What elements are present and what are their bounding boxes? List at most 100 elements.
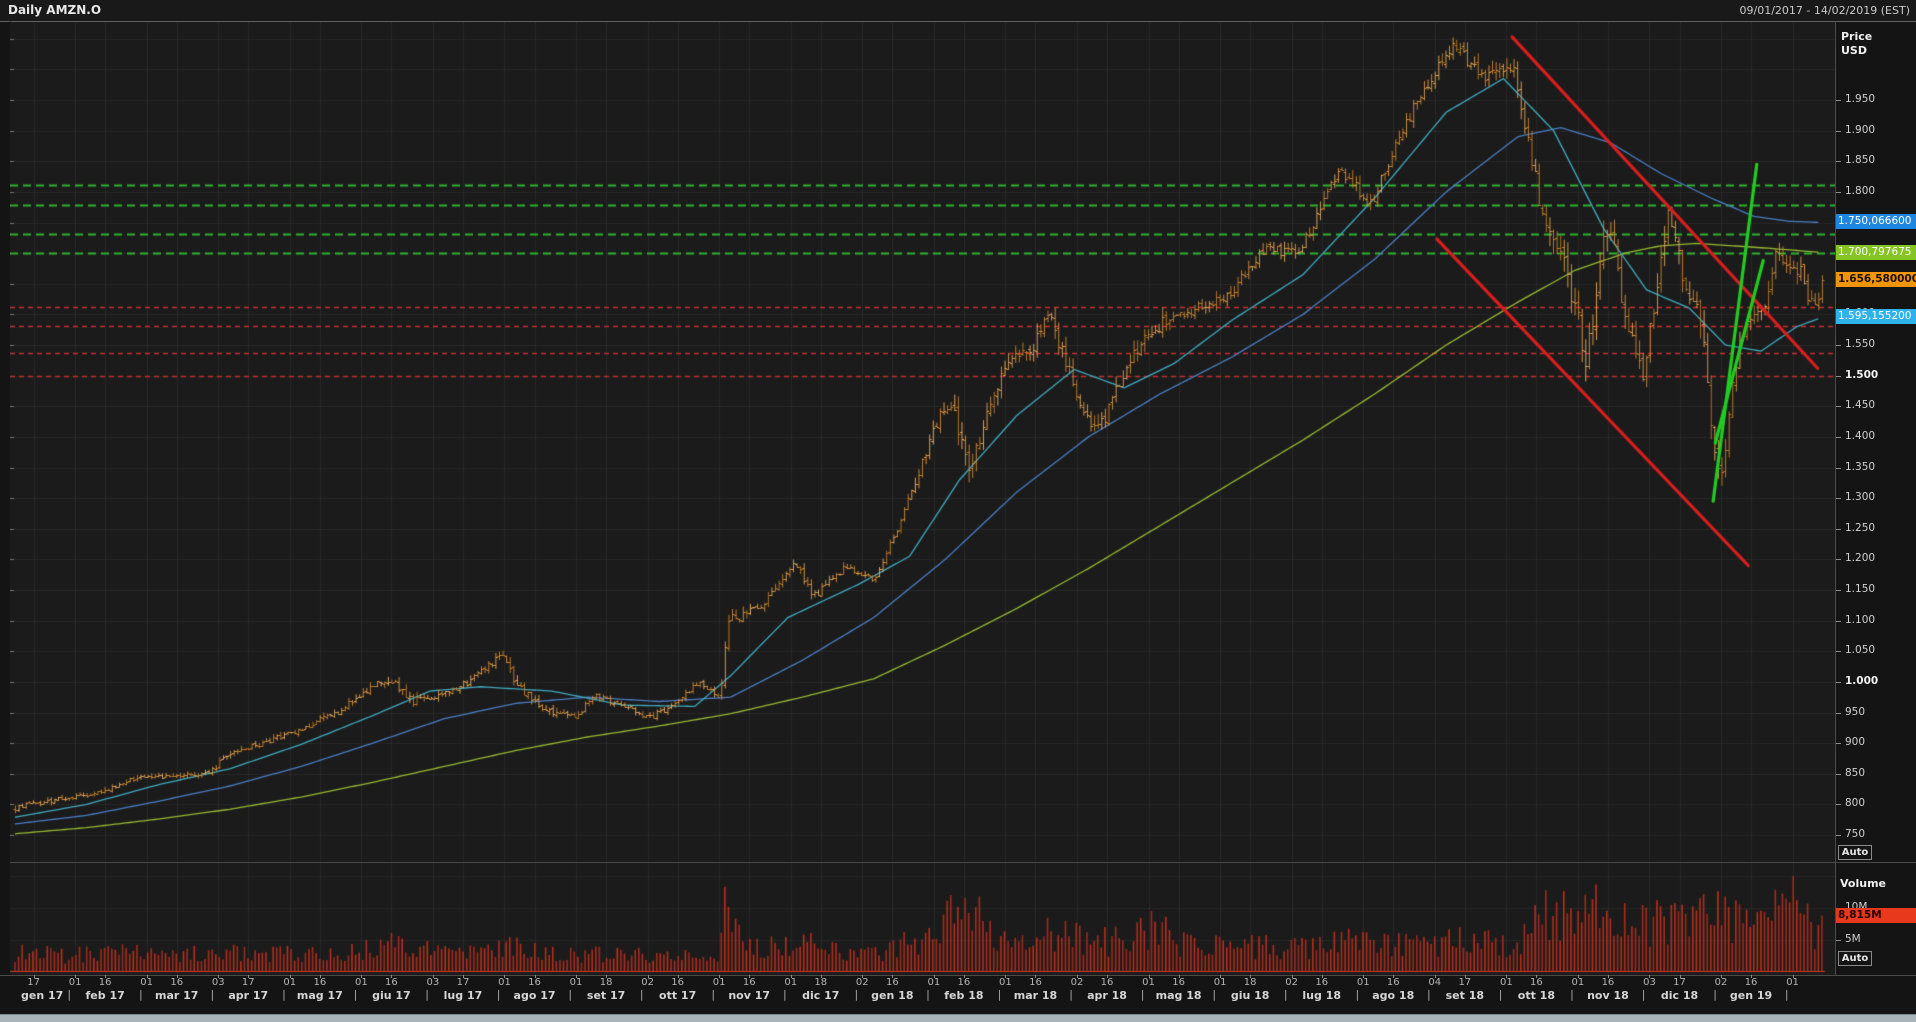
month-separator: | bbox=[1212, 988, 1217, 1001]
day-tick-mark bbox=[606, 975, 608, 978]
month-separator: | bbox=[711, 988, 716, 1001]
price-tick-label: 1.000 bbox=[1845, 674, 1879, 687]
date-range-label: 09/01/2017 - 14/02/2019 (EST) bbox=[1739, 4, 1911, 17]
month-separator: | bbox=[1355, 988, 1360, 1001]
day-tick-mark bbox=[391, 975, 393, 978]
price-tick-mark bbox=[1836, 773, 1841, 775]
day-tick-label: 16 bbox=[1386, 977, 1400, 988]
price-level-badge: 1.700,797675 bbox=[1836, 244, 1916, 260]
day-tick-mark bbox=[1321, 975, 1323, 978]
day-tick-label: 03 bbox=[1643, 977, 1656, 988]
month-separator: | bbox=[138, 988, 143, 1001]
price-tick-label: 800 bbox=[1845, 797, 1866, 810]
day-tick-mark bbox=[1607, 975, 1609, 978]
price-tick-mark bbox=[1836, 406, 1841, 408]
day-tick-label: 16 bbox=[313, 977, 327, 988]
day-tick-mark bbox=[1464, 975, 1466, 978]
price-tick-label: 1.550 bbox=[1845, 338, 1876, 350]
price-tick-label: 1.300 bbox=[1845, 491, 1876, 504]
day-tick-mark bbox=[1679, 975, 1681, 978]
day-tick-mark bbox=[963, 975, 965, 978]
day-tick-mark bbox=[1178, 975, 1180, 978]
day-tick-mark bbox=[1220, 975, 1222, 978]
day-tick-mark bbox=[75, 975, 77, 978]
price-tick-label: 900 bbox=[1845, 736, 1866, 749]
price-level-badge: 1.595,155200 bbox=[1836, 309, 1916, 325]
day-tick-label: 04 bbox=[1428, 977, 1442, 988]
day-tick-label: 16 bbox=[1029, 977, 1042, 988]
price-tick-mark bbox=[1836, 712, 1841, 714]
price-tick-mark bbox=[1836, 467, 1841, 469]
month-label: gen 18 bbox=[871, 989, 914, 1002]
day-tick-mark bbox=[1393, 975, 1395, 978]
price-tick-label: 1.450 bbox=[1845, 399, 1876, 412]
volume-autoscale-button[interactable]: Auto bbox=[1838, 951, 1872, 966]
day-tick-label: 16 bbox=[1744, 977, 1758, 988]
day-tick-mark bbox=[105, 975, 107, 978]
month-separator: | bbox=[282, 988, 286, 1001]
day-tick-label: 17 bbox=[1458, 977, 1472, 988]
day-tick-mark bbox=[218, 975, 220, 978]
month-label: set 17 bbox=[586, 989, 626, 1002]
volume-value-badge: 8,815M bbox=[1836, 907, 1916, 923]
price-tick-mark bbox=[1836, 498, 1841, 500]
price-tick-label: 1.850 bbox=[1845, 154, 1876, 167]
month-label: dic 17 bbox=[802, 989, 840, 1002]
bottom-axis-line bbox=[0, 975, 1916, 976]
day-tick-mark bbox=[319, 975, 321, 978]
month-label: nov 18 bbox=[1587, 989, 1629, 1002]
price-tick-mark bbox=[1836, 620, 1841, 622]
price-tick-label: 1.050 bbox=[1845, 644, 1876, 657]
day-tick-mark bbox=[33, 975, 35, 978]
price-level-badge: 1.656,580000 bbox=[1836, 271, 1916, 287]
day-tick-mark bbox=[1751, 975, 1753, 978]
month-label: ott 18 bbox=[1517, 989, 1555, 1002]
day-tick-mark bbox=[1035, 975, 1037, 978]
price-tick-label: 1.950 bbox=[1845, 93, 1876, 105]
day-tick-mark bbox=[892, 975, 894, 978]
horizontal-scrollbar[interactable] bbox=[0, 1014, 1916, 1022]
day-tick-label: 01 bbox=[1499, 977, 1513, 988]
day-tick-mark bbox=[1721, 975, 1722, 978]
day-tick-label: 17 bbox=[1673, 977, 1686, 988]
volume-section-label: Volume bbox=[1840, 877, 1886, 890]
price-axis-title-line1: Price bbox=[1841, 30, 1873, 43]
day-tick-label: 01 bbox=[999, 977, 1012, 988]
price-tick-label: 1.400 bbox=[1845, 429, 1876, 442]
month-label: mag 17 bbox=[296, 989, 343, 1002]
day-tick-label: 16 bbox=[385, 977, 398, 988]
price-volume-chart-canvas[interactable] bbox=[10, 22, 1835, 975]
month-label: mag 18 bbox=[1155, 989, 1202, 1002]
month-label: ott 17 bbox=[659, 989, 697, 1002]
price-level-badge: 1.750,066600 bbox=[1836, 214, 1916, 230]
month-label: giu 17 bbox=[372, 989, 411, 1002]
day-tick-label: 01 bbox=[712, 977, 726, 988]
month-label: giu 18 bbox=[1230, 989, 1270, 1002]
price-tick-label: 750 bbox=[1845, 828, 1866, 840]
day-tick-mark bbox=[1005, 975, 1007, 978]
day-tick-mark bbox=[176, 975, 178, 978]
day-tick-mark bbox=[1649, 975, 1651, 978]
day-tick-mark bbox=[248, 975, 250, 978]
day-tick-label: 01 bbox=[283, 977, 297, 988]
price-axis-title: Price USD bbox=[1841, 30, 1872, 58]
month-separator: | bbox=[568, 988, 573, 1001]
day-tick-label: 02 bbox=[1285, 977, 1299, 988]
price-tick-label: 1.800 bbox=[1845, 184, 1876, 197]
price-tick-mark bbox=[1836, 743, 1841, 745]
day-tick-label: 16 bbox=[1315, 977, 1329, 988]
month-separator: | bbox=[496, 988, 501, 1001]
day-tick-label: 01 bbox=[784, 977, 798, 988]
month-separator: | bbox=[782, 988, 787, 1001]
price-autoscale-button[interactable]: Auto bbox=[1838, 845, 1872, 860]
day-tick-label: 02 bbox=[855, 977, 869, 988]
price-tick-mark bbox=[1836, 590, 1841, 591]
month-label: feb 17 bbox=[85, 989, 125, 1002]
price-tick-mark bbox=[1836, 375, 1841, 377]
month-separator: | bbox=[353, 988, 358, 1001]
price-tick-label: 1.500 bbox=[1845, 368, 1879, 381]
day-tick-mark bbox=[576, 975, 578, 978]
day-tick-label: 01 bbox=[569, 977, 583, 988]
month-label: feb 18 bbox=[944, 989, 984, 1002]
day-tick-label: 01 bbox=[1571, 977, 1585, 988]
